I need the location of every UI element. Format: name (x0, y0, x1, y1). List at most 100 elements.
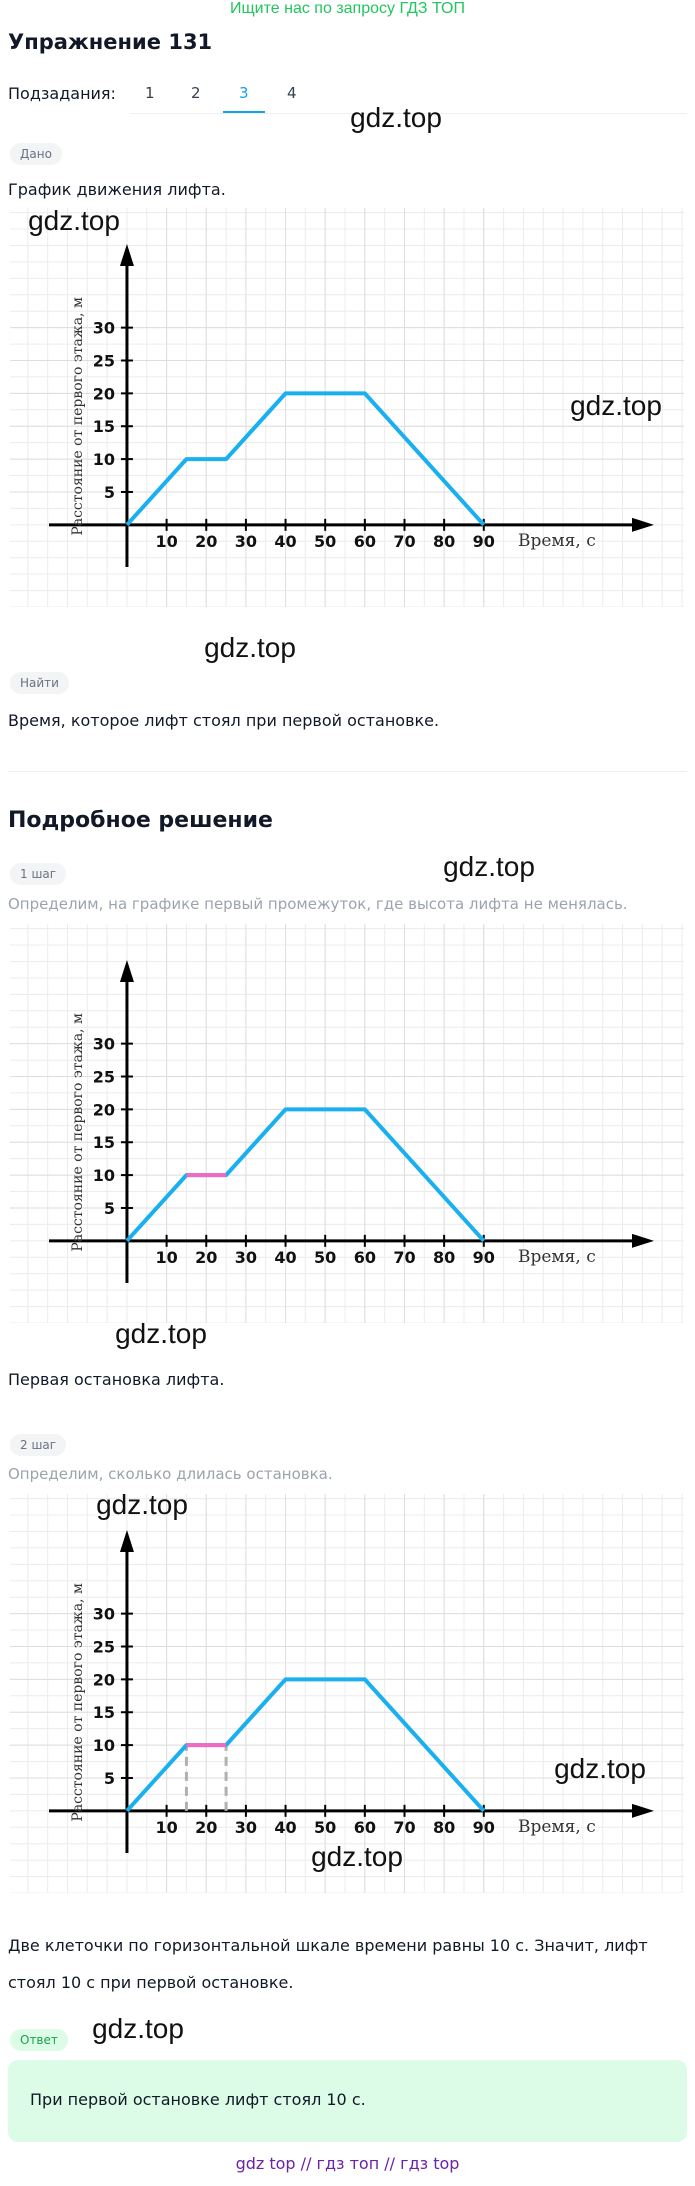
x-tick-label: 80 (433, 532, 455, 551)
data-line (125, 1107, 486, 1243)
x-tick-label: 10 (155, 1818, 177, 1837)
x-axis-arrow (632, 1803, 654, 1818)
data-line (125, 1677, 486, 1813)
footer-sep: // (384, 2154, 396, 2173)
y-tick-label: 20 (93, 384, 115, 403)
y-tick-label: 5 (104, 1769, 115, 1788)
x-tick-label: 30 (235, 532, 257, 551)
y-tick-label: 25 (93, 1068, 115, 1087)
y-tick-label: 20 (93, 1670, 115, 1689)
x-tick-label: 20 (195, 532, 217, 551)
badge: Ответ (10, 2029, 68, 2051)
y-tick-label: 30 (93, 319, 115, 338)
x-tick-label: 30 (235, 1818, 257, 1837)
y-axis-label: Расстояние от первого этажа, м (70, 1583, 86, 1822)
x-tick-label: 80 (433, 1818, 455, 1837)
x-tick-label: 90 (473, 532, 495, 551)
y-tick-label: 15 (93, 1703, 115, 1722)
subtasks-label: Подзадания: (8, 84, 116, 103)
y-axis-label: Расстояние от первого этажа, м (70, 297, 86, 536)
x-tick-label: 20 (195, 1818, 217, 1837)
badge: Найти (10, 672, 69, 694)
watermark: gdz.top (96, 1489, 188, 1520)
x-tick-label: 40 (274, 1818, 296, 1837)
watermark: gdz.top (92, 2013, 184, 2044)
x-tick-label: 90 (473, 1818, 495, 1837)
chart: 10 20 30 40 50 60 70 80 90 5 10 15 20 25 30 Время, с Рас… (10, 208, 684, 607)
y-axis-label: Расстояние от первого этажа, м (70, 1013, 86, 1252)
x-axis-label: Время, с (518, 1247, 596, 1267)
y-tick-label: 5 (104, 483, 115, 502)
x-tick-label: 20 (195, 1248, 217, 1267)
solution-title: Подробное решение (8, 808, 273, 833)
chart: 10 20 30 40 50 60 70 80 90 5 10 15 20 25 30 Время, с Рас… (10, 1494, 684, 1893)
x-tick-label: 70 (393, 1248, 415, 1267)
x-axis-label: Время, с (518, 1817, 596, 1837)
y-axis-arrow (119, 960, 134, 982)
step-result: Две клеточки по горизонтальной шкале вре… (8, 1936, 648, 1955)
subtask-tab[interactable]: 1 (145, 84, 155, 102)
badge: 1 шаг (10, 863, 67, 885)
x-tick-label: 80 (433, 1248, 455, 1267)
x-tick-label: 60 (354, 1818, 376, 1837)
y-tick-label: 25 (93, 1638, 115, 1657)
x-tick-label: 10 (155, 532, 177, 551)
active-tab-underline (223, 111, 265, 113)
watermark: gdz.top (350, 102, 442, 133)
watermark: gdz.top (570, 390, 662, 421)
y-tick-label: 10 (93, 1166, 115, 1185)
y-tick-label: 10 (93, 1736, 115, 1755)
footer: gdz top // гдз топ // гдз top (0, 2154, 695, 2173)
y-axis-arrow (119, 244, 134, 266)
y-tick-label: 5 (104, 1199, 115, 1218)
footer-link[interactable]: гдз top (400, 2154, 460, 2173)
step-text: Определим, сколько длилась остановка. (8, 1465, 333, 1483)
subtask-tab[interactable]: 2 (191, 84, 201, 102)
x-tick-label: 70 (393, 532, 415, 551)
x-tick-label: 70 (393, 1818, 415, 1837)
watermark: gdz.top (443, 851, 535, 882)
badge: 2 шаг (10, 1434, 67, 1456)
x-tick-label: 30 (235, 1248, 257, 1267)
x-tick-label: 50 (314, 1248, 336, 1267)
x-tick-label: 90 (473, 1248, 495, 1267)
x-axis-arrow (632, 1233, 654, 1248)
watermark: gdz.top (28, 205, 120, 236)
exercise-title: Упражнение 131 (8, 30, 213, 54)
data-line (125, 391, 486, 527)
divider (8, 771, 687, 772)
watermark: gdz.top (204, 632, 296, 663)
tabs-divider (130, 113, 687, 114)
step-result: стоял 10 с при первой остановке. (8, 1973, 294, 1992)
banner[interactable]: Ищите нас по запросу ГДЗ ТОП (230, 0, 465, 17)
x-tick-label: 40 (274, 532, 296, 551)
step-result: Первая остановка лифта. (8, 1370, 225, 1389)
subtask-tab[interactable]: 4 (287, 84, 297, 102)
watermark: gdz.top (115, 1318, 207, 1349)
x-tick-label: 60 (354, 1248, 376, 1267)
chart: 10 20 30 40 50 60 70 80 90 5 10 15 20 25 30 Время, с Рас… (10, 924, 684, 1323)
y-tick-label: 30 (93, 1035, 115, 1054)
x-tick-label: 40 (274, 1248, 296, 1267)
y-tick-label: 15 (93, 417, 115, 436)
y-tick-label: 30 (93, 1605, 115, 1624)
badge: Дано (10, 143, 62, 165)
y-tick-label: 10 (93, 450, 115, 469)
y-axis-arrow (119, 1530, 134, 1552)
x-tick-label: 50 (314, 1818, 336, 1837)
y-tick-label: 15 (93, 1133, 115, 1152)
x-axis-label: Время, с (518, 531, 596, 551)
step-text: Определим, на графике первый промежуток,… (8, 895, 628, 913)
x-axis-arrow (632, 517, 654, 532)
footer-link[interactable]: гдз топ (316, 2154, 380, 2173)
y-tick-label: 20 (93, 1100, 115, 1119)
watermark: gdz.top (554, 1753, 646, 1784)
answer-box (8, 2060, 687, 2142)
x-tick-label: 10 (155, 1248, 177, 1267)
answer-text: При первой остановке лифт стоял 10 с. (30, 2090, 366, 2109)
footer-link[interactable]: gdz top (235, 2154, 296, 2173)
subtask-tab[interactable]: 3 (239, 84, 249, 102)
watermark: gdz.top (311, 1841, 403, 1872)
x-tick-label: 50 (314, 532, 336, 551)
